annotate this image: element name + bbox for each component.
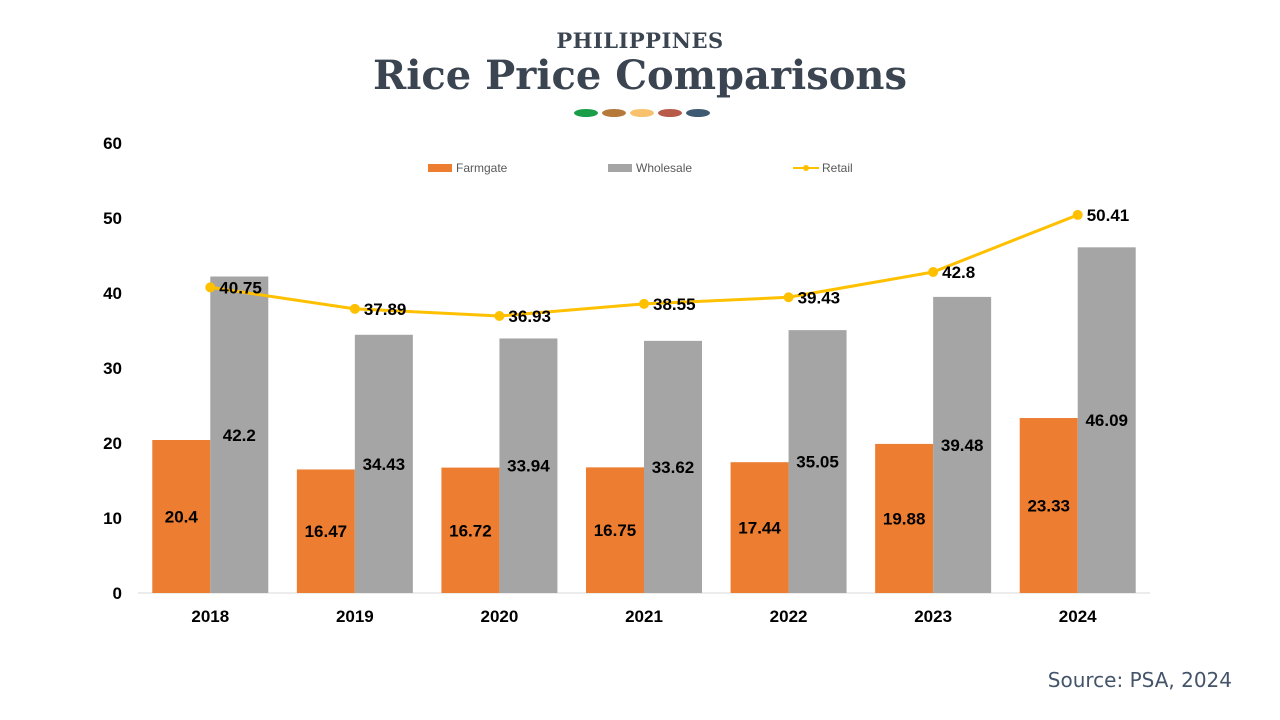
retail-point [494,311,505,322]
farmgate-data-label: 19.88 [883,509,926,528]
retail-data-label: 50.41 [1087,206,1130,225]
decorative-dot [602,109,626,117]
wholesale-data-label: 33.62 [652,458,695,477]
retail-point [1072,209,1083,220]
legend-marker-retail [803,165,809,171]
retail-data-label: 42.8 [942,263,975,282]
x-tick-label: 2024 [1059,607,1097,626]
wholesale-data-label: 35.05 [796,453,839,472]
farmgate-bar [875,443,934,593]
decorative-dots [574,109,714,119]
y-tick-label: 40 [103,284,122,303]
farmgate-data-label: 16.72 [449,521,492,540]
farmgate-data-label: 16.75 [594,521,637,540]
x-tick-label: 2022 [770,607,808,626]
x-tick-label: 2018 [191,607,229,626]
farmgate-data-label: 16.47 [305,522,348,541]
x-tick-label: 2020 [481,607,519,626]
farmgate-data-label: 17.44 [738,519,781,538]
y-tick-label: 60 [103,134,122,153]
retail-data-label: 38.55 [653,295,696,314]
wholesale-bar [354,334,413,593]
wholesale-data-label: 42.2 [223,426,256,445]
retail-point [349,303,360,314]
decorative-dot [686,109,710,117]
decorative-dot [630,109,654,117]
retail-point [639,298,649,309]
source-note: Source: PSA, 2024 [1047,668,1232,692]
retail-point [205,282,216,293]
retail-data-label: 37.89 [364,300,407,319]
legend-swatch-farmgate [428,164,452,172]
x-tick-label: 2021 [625,607,663,626]
x-tick-label: 2023 [914,607,952,626]
wholesale-bar [644,340,702,593]
wholesale-bar [499,338,558,593]
wholesale-bar [788,330,847,593]
farmgate-bar [152,440,211,593]
chart-supertitle: PHILIPPINES [556,28,724,53]
chart-title: Rice Price Comparisons [372,52,908,99]
farmgate-bar [441,467,500,593]
retail-point [928,267,939,277]
legend-swatch-wholesale [608,164,632,172]
wholesale-bar [210,276,269,593]
wholesale-data-label: 46.09 [1085,411,1128,430]
retail-data-label: 36.93 [508,307,551,326]
farmgate-bar [296,469,355,593]
y-tick-label: 30 [103,359,122,378]
wholesale-data-label: 34.43 [363,455,406,474]
wholesale-bar [933,296,992,593]
legend-label-farmgate: Farmgate [456,161,508,175]
retail-data-label: 40.75 [219,278,262,297]
farmgate-data-label: 23.33 [1027,497,1070,516]
y-tick-label: 10 [103,509,122,528]
wholesale-data-label: 33.94 [507,457,550,476]
farmgate-data-label: 20.4 [165,508,199,527]
y-tick-label: 20 [103,434,122,453]
decorative-dot [658,109,682,117]
wholesale-bar [1077,247,1136,593]
wholesale-data-label: 39.48 [941,436,984,455]
farmgate-bar [586,467,644,593]
farmgate-bar [730,462,789,593]
y-tick-label: 50 [103,209,122,228]
farmgate-bar [1019,418,1078,593]
y-tick-label: 0 [113,584,122,603]
x-tick-label: 2019 [336,607,374,626]
legend-label-retail: Retail [822,161,853,175]
retail-point [783,292,794,303]
retail-data-label: 39.43 [798,288,841,307]
decorative-dot [574,109,598,117]
legend-label-wholesale: Wholesale [636,161,692,175]
